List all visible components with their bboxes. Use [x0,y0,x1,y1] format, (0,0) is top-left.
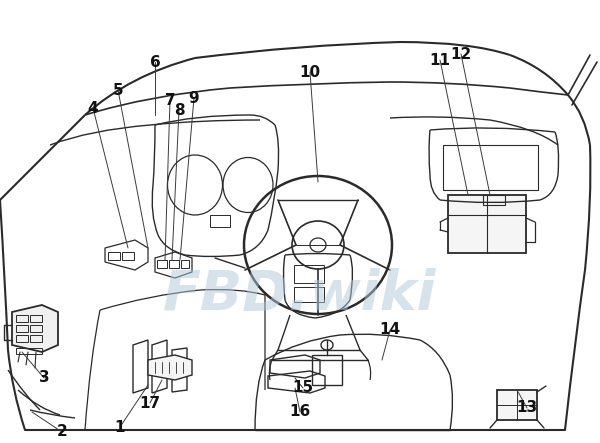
Bar [16,315,28,322]
Polygon shape [148,355,192,380]
Text: 15: 15 [292,381,314,396]
Text: 10: 10 [299,65,320,79]
Text: 14: 14 [379,323,401,338]
Text: 16: 16 [289,404,311,420]
Text: FBD.wiki: FBD.wiki [163,268,437,322]
Text: 1: 1 [115,420,125,435]
Bar [210,215,230,227]
Text: 13: 13 [517,400,538,416]
Text: 3: 3 [38,370,49,385]
Text: 17: 17 [139,396,161,411]
Text: 5: 5 [113,82,124,97]
Bar [497,390,537,420]
Bar [30,315,42,322]
Bar [16,325,28,332]
Bar [122,252,134,260]
Text: 2: 2 [56,424,67,439]
Bar [157,260,167,268]
Bar [169,260,179,268]
Bar [294,287,324,302]
Text: 7: 7 [164,93,175,108]
Bar [30,335,42,342]
Text: 6: 6 [149,54,160,70]
Text: 12: 12 [451,47,472,62]
Bar [30,325,42,332]
Bar [483,195,505,205]
Text: 9: 9 [188,90,199,105]
Text: 11: 11 [430,53,451,67]
Bar [16,348,42,354]
Polygon shape [12,305,58,352]
Text: 4: 4 [88,101,98,116]
Bar [294,265,324,283]
Text: 8: 8 [173,102,184,117]
Bar [448,195,526,253]
Bar [181,260,189,268]
Bar [108,252,120,260]
Bar [16,335,28,342]
Bar [443,145,538,190]
Bar [312,355,342,385]
